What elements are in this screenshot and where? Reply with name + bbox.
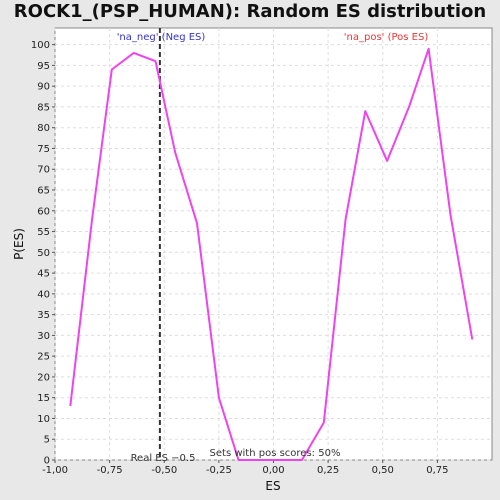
y-tick-label: 10 xyxy=(37,414,50,425)
pos-es-label: 'na_pos' (Pos ES) xyxy=(344,32,429,43)
x-tick-label: 0,50 xyxy=(372,465,394,476)
y-tick-label: 95 xyxy=(37,61,50,72)
x-tick-label: -1,00 xyxy=(42,465,68,476)
x-tick-label: -0,25 xyxy=(206,465,232,476)
y-tick-label: 100 xyxy=(31,40,50,51)
x-tick-label: 0,00 xyxy=(262,465,284,476)
y-tick-label: 20 xyxy=(37,372,50,383)
y-tick-label: 50 xyxy=(37,248,50,259)
y-tick-label: 40 xyxy=(37,289,50,300)
y-tick-label: 75 xyxy=(37,144,50,155)
y-tick-label: 60 xyxy=(37,206,50,217)
y-tick-label: 90 xyxy=(37,82,50,93)
x-tick-label: -0,75 xyxy=(97,465,123,476)
y-tick-label: 25 xyxy=(37,352,50,363)
y-tick-label: 45 xyxy=(37,269,50,280)
x-tick-label: 0,25 xyxy=(317,465,339,476)
y-tick-label: 85 xyxy=(37,102,50,113)
y-tick-label: 15 xyxy=(37,393,50,404)
x-axis-title: ES xyxy=(265,479,280,493)
sets-with-pos-scores-label: Sets with pos scores: 50% xyxy=(210,448,341,459)
x-axis: -1,00 -0,75 -0,50 -0,25 0,00 0,25 0,50 0,75 xyxy=(42,460,448,476)
real-es-label: Real ES −0.5 xyxy=(131,453,196,464)
y-tick-label: 55 xyxy=(37,227,50,238)
y-tick-label: 70 xyxy=(37,165,50,176)
neg-es-label: 'na_neg' (Neg ES) xyxy=(117,32,206,43)
x-tick-label: -0,50 xyxy=(151,465,177,476)
y-tick-label: 35 xyxy=(37,310,50,321)
y-tick-label: 5 xyxy=(44,435,50,446)
y-axis-title: P(ES) xyxy=(12,228,26,260)
x-tick-label: 0,75 xyxy=(426,465,448,476)
y-tick-label: 30 xyxy=(37,331,50,342)
y-tick-label: 65 xyxy=(37,186,50,197)
y-tick-label: 80 xyxy=(37,123,50,134)
y-axis: 0510152025303540455055606570758085909510… xyxy=(31,40,55,466)
